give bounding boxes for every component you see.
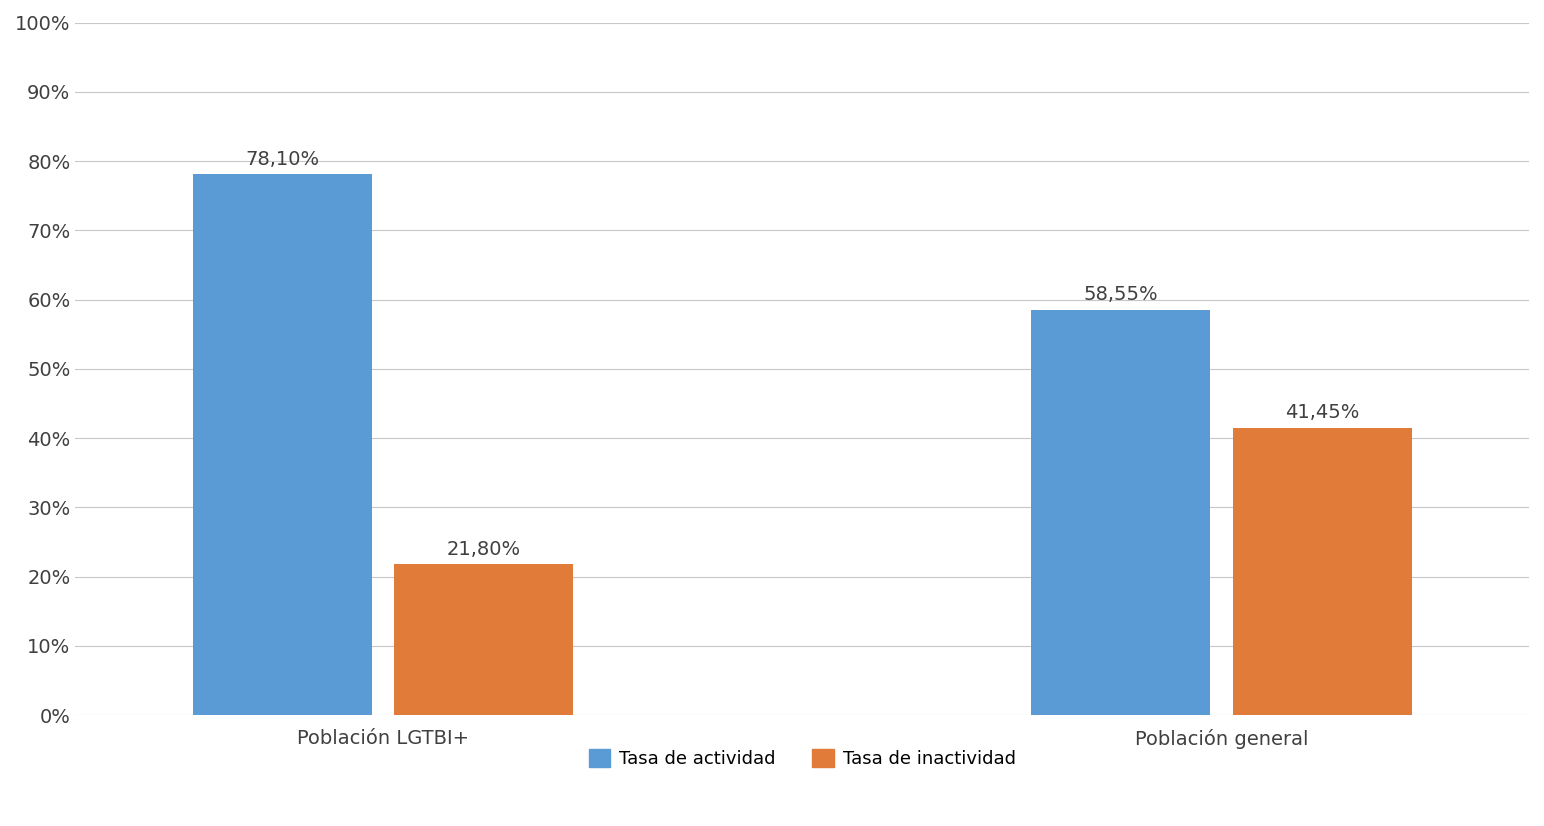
Text: 41,45%: 41,45% — [1285, 403, 1359, 422]
Bar — [193, 174, 372, 715]
Bar — [394, 564, 573, 715]
Bar — [1232, 428, 1411, 715]
Text: 21,80%: 21,80% — [446, 539, 520, 558]
Text: 58,55%: 58,55% — [1084, 285, 1158, 304]
Legend: Tasa de actividad, Tasa de inactividad: Tasa de actividad, Tasa de inactividad — [582, 742, 1024, 776]
Text: 78,10%: 78,10% — [245, 150, 320, 169]
Bar — [1031, 310, 1210, 715]
